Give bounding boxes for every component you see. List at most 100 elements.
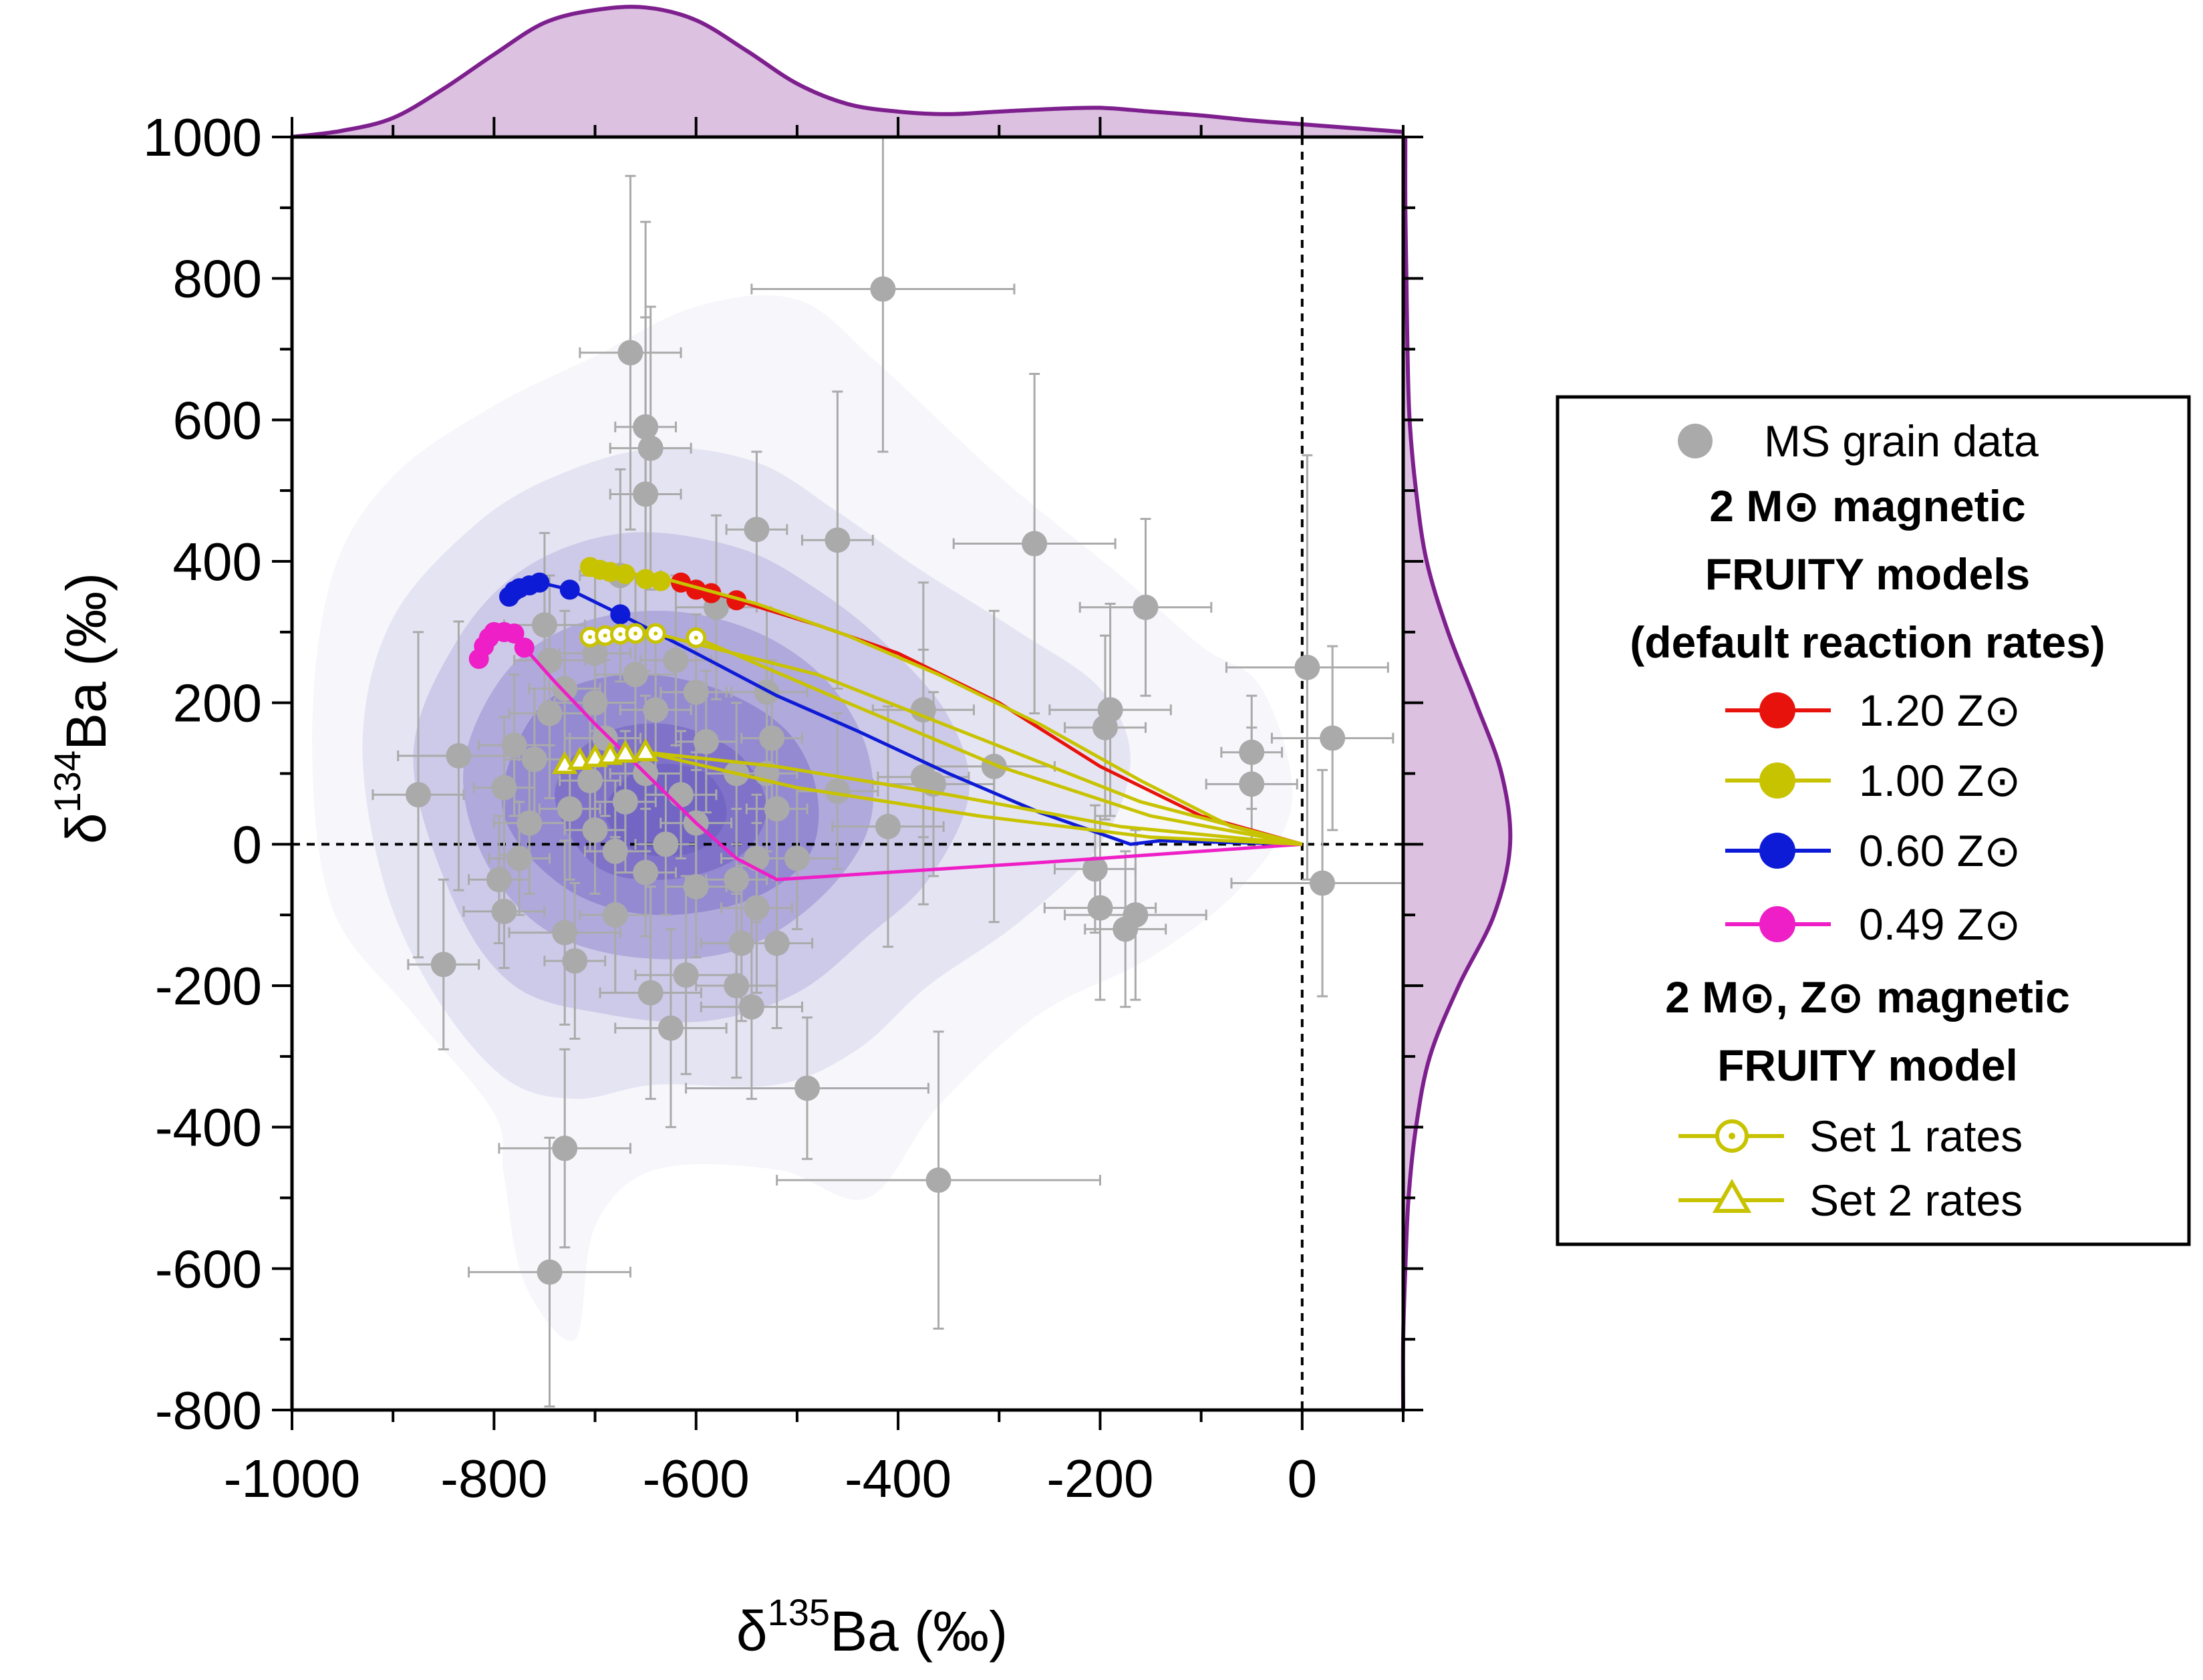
grain-point — [537, 1259, 563, 1285]
legend-set2-label: Set 2 rates — [1809, 1175, 2023, 1225]
grain-point — [673, 962, 699, 988]
grain-point — [825, 527, 851, 553]
series-point — [701, 583, 722, 603]
grain-point — [693, 728, 719, 754]
y-tick-label: 800 — [173, 249, 262, 309]
density-level-1 — [312, 295, 1293, 1341]
grain-data-layer — [372, 137, 1403, 1408]
legend-item-0.49: 0.49 Z⊙ — [1859, 899, 2021, 949]
grain-point — [724, 867, 750, 893]
grain-point — [623, 662, 649, 688]
series-point — [610, 604, 631, 625]
x-tick-label: -1000 — [224, 1449, 361, 1508]
series-point — [615, 564, 635, 585]
series-point-dot — [603, 634, 607, 638]
reference-lines — [292, 137, 1403, 1410]
grain-point — [633, 859, 659, 885]
series-point — [635, 569, 656, 589]
grain-point — [643, 697, 669, 723]
tick-labels: -1000 -800 -600 -400 -200 0 1000 800 600 400 200 0 -… — [143, 108, 1317, 1508]
x-tick-label: 0 — [1288, 1449, 1318, 1508]
grain-point — [557, 796, 583, 822]
grain-point — [552, 1135, 578, 1161]
right-marginal-kde — [1401, 136, 1513, 1411]
grain-point — [744, 895, 770, 921]
legend-magenta-marker — [1759, 906, 1795, 942]
legend-set1-marker-dot — [1729, 1133, 1735, 1139]
grain-group — [372, 137, 1403, 1408]
grain-point — [562, 948, 588, 974]
grain-point — [582, 817, 608, 843]
grain-point — [552, 676, 578, 702]
grain-point — [875, 813, 901, 839]
grain-point — [1310, 870, 1336, 896]
grain-point — [657, 1015, 684, 1041]
grain-point — [1022, 531, 1048, 557]
grain-point — [1092, 714, 1119, 740]
series-point-dot — [587, 635, 592, 640]
grain-point — [521, 746, 547, 773]
grain-point — [925, 1167, 951, 1194]
legend-item-1.20: 1.20 Z⊙ — [1859, 686, 2021, 735]
y-axis-title: δ134Ba (‰) — [46, 573, 118, 844]
grain-point — [764, 930, 790, 956]
y-tick-label: 0 — [233, 815, 263, 874]
legend-grain-marker — [1678, 424, 1713, 458]
grain-point — [491, 898, 517, 924]
grain-point — [430, 952, 456, 978]
grain-point — [668, 782, 694, 808]
grain-point — [446, 743, 472, 769]
x-tick-label: -200 — [1046, 1449, 1153, 1508]
grain-point — [870, 276, 896, 302]
top-kde-line — [291, 5, 1404, 139]
series-Set-1-rates — [579, 623, 1303, 846]
grain-point — [501, 732, 527, 758]
series-point-dot — [633, 631, 638, 636]
legend-set1-label: Set 1 rates — [1809, 1111, 2023, 1161]
y-tick-label: -600 — [155, 1239, 262, 1298]
top-marginal-kde — [291, 5, 1404, 139]
grain-point — [637, 435, 664, 461]
x-tick-label: -800 — [440, 1449, 547, 1508]
grain-point — [612, 789, 638, 815]
grain-point — [794, 1075, 821, 1101]
series-point-dot — [618, 632, 623, 637]
legend-grain-label: MS grain data — [1764, 416, 2039, 466]
grain-point — [1239, 771, 1265, 797]
grain-point — [537, 648, 563, 674]
grain-point — [683, 873, 709, 899]
grain-point — [663, 648, 689, 674]
legend-yellow-marker — [1759, 762, 1795, 799]
series-line — [655, 632, 1303, 846]
legend-red-marker — [1759, 692, 1795, 728]
top-kde-fill — [292, 7, 1403, 138]
legend: MS grain data 2 M⊙ magnetic FRUITY model… — [1556, 395, 2191, 1246]
axes — [272, 117, 1423, 1430]
right-kde-fill — [1403, 137, 1511, 1410]
grain-point — [405, 782, 431, 808]
y-tick-label: -800 — [155, 1381, 262, 1440]
grain-point — [1087, 895, 1113, 921]
series-Set-2-rates — [551, 738, 1303, 846]
grain-point — [724, 973, 750, 998]
series-point-dot — [653, 631, 658, 636]
grain-point — [602, 902, 628, 928]
grain-point — [653, 831, 679, 857]
grain-point — [759, 725, 785, 751]
grain-point — [577, 768, 603, 794]
y-tick-label: 600 — [173, 390, 262, 450]
legend-group2-title-b: FRUITY model — [1717, 1040, 2018, 1090]
y-tick-label: -400 — [155, 1098, 262, 1157]
legend-box — [1556, 395, 2191, 1246]
grain-point — [552, 920, 578, 946]
y-tick-label: -200 — [155, 956, 262, 1016]
y-tick-label: 200 — [173, 674, 262, 733]
grain-point — [1123, 902, 1149, 928]
series-1.00-Z- — [579, 557, 1303, 846]
series-point — [559, 579, 580, 600]
series-point-dot — [694, 636, 698, 640]
legend-group1-title-c: (default reaction rates) — [1630, 617, 2105, 667]
grain-point — [1320, 725, 1346, 751]
series-line — [645, 750, 1303, 846]
x-axis-title: δ135Ba (‰) — [736, 1591, 1008, 1663]
